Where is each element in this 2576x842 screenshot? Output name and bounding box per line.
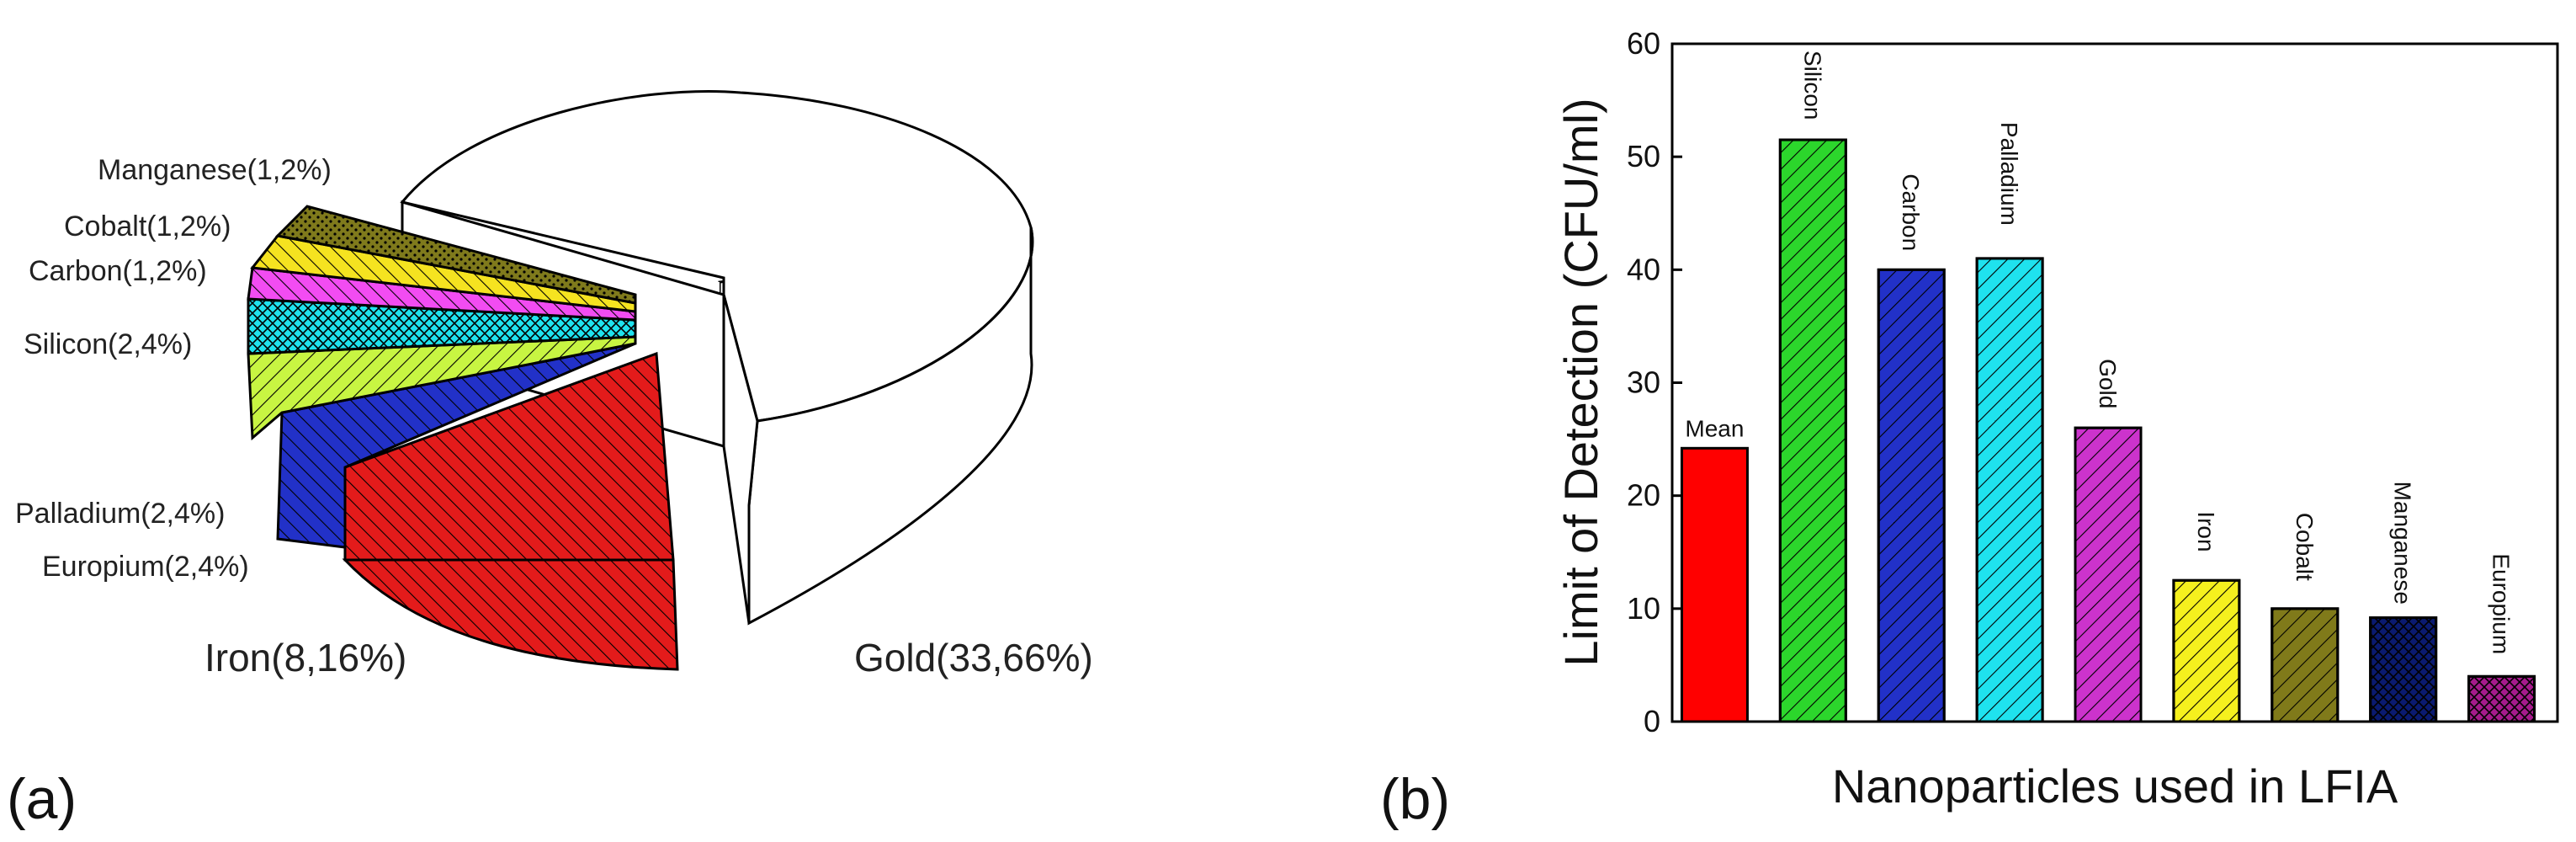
bar-hatch — [1877, 268, 1946, 723]
bar-label-europium: Europium — [2488, 553, 2515, 654]
bar-label-mean: Mean — [1685, 415, 1744, 441]
bar-label-cobalt: Cobalt — [2292, 513, 2318, 581]
bar-gold — [2074, 426, 2143, 723]
y-axis: 0 10 20 30 40 50 60 — [1627, 26, 1682, 738]
bar-palladium — [1975, 257, 2044, 723]
pie-label-silicon: Silicon(2,4%) — [24, 328, 192, 360]
bar-hatch — [2369, 616, 2438, 723]
bar-hatch — [2074, 426, 2143, 723]
bar-hatch — [1975, 257, 2044, 723]
bar-europium — [2467, 674, 2536, 723]
panel-label-b: (b) — [1380, 767, 1450, 831]
pie-chart: Manganese(1,2%) Cobalt(1,2%) Carbon(1,2%… — [7, 90, 1093, 831]
y-tick-label: 20 — [1627, 478, 1660, 513]
bar-carbon — [1877, 268, 1946, 723]
bar-hatch — [2172, 578, 2241, 723]
bar-hatch — [1778, 138, 1847, 723]
y-axis-title: Limit of Detection (CFU/ml) — [1554, 98, 1607, 666]
bar-label-carbon: Carbon — [1898, 173, 1924, 251]
bar-silicon — [1778, 138, 1847, 723]
bar-mean — [1680, 446, 1749, 723]
bar-manganese — [2369, 616, 2438, 723]
bar-hatch — [2467, 674, 2536, 723]
pie-label-gold: Gold(33,66%) — [854, 636, 1093, 679]
y-tick-label: 50 — [1627, 139, 1660, 173]
panel-label-a: (a) — [7, 767, 77, 831]
pie-label-cobalt: Cobalt(1,2%) — [64, 210, 231, 242]
bar-label-iron: Iron — [2193, 511, 2219, 552]
y-tick-label: 30 — [1627, 365, 1660, 400]
bar-cobalt — [2271, 607, 2340, 723]
bar-iron — [2172, 578, 2241, 723]
bar-chart: 0 10 20 30 40 50 60 Mean Silicon Carbon Palladium… — [1380, 26, 2559, 831]
bar-fill — [1680, 446, 1749, 723]
x-axis-title: Nanoparticles used in LFIA — [1832, 759, 2398, 813]
bar-hatch — [2271, 607, 2340, 723]
y-tick-label: 0 — [1644, 704, 1660, 738]
bars — [1680, 138, 2536, 723]
pie-label-palladium: Palladium(2,4%) — [15, 498, 225, 530]
bar-label-silicon: Silicon — [1799, 51, 1825, 120]
bar-label-manganese: Manganese — [2390, 482, 2416, 605]
bar-label-palladium: Palladium — [1996, 122, 2022, 226]
y-tick-label: 60 — [1627, 26, 1660, 61]
pie-slice-manganese — [274, 205, 637, 305]
y-tick-label: 40 — [1627, 252, 1660, 286]
bar-labels: Mean Silicon Carbon Palladium Gold Iron Cobalt… — [1685, 51, 2514, 654]
bar-label-gold: Gold — [2095, 359, 2121, 408]
pie-label-iron: Iron(8,16%) — [204, 636, 406, 679]
pie-label-europium: Europium(2,4%) — [42, 551, 249, 583]
pie-label-carbon: Carbon(1,2%) — [29, 255, 207, 287]
pie-label-manganese: Manganese(1,2%) — [98, 154, 332, 186]
y-tick-label: 10 — [1627, 591, 1660, 626]
